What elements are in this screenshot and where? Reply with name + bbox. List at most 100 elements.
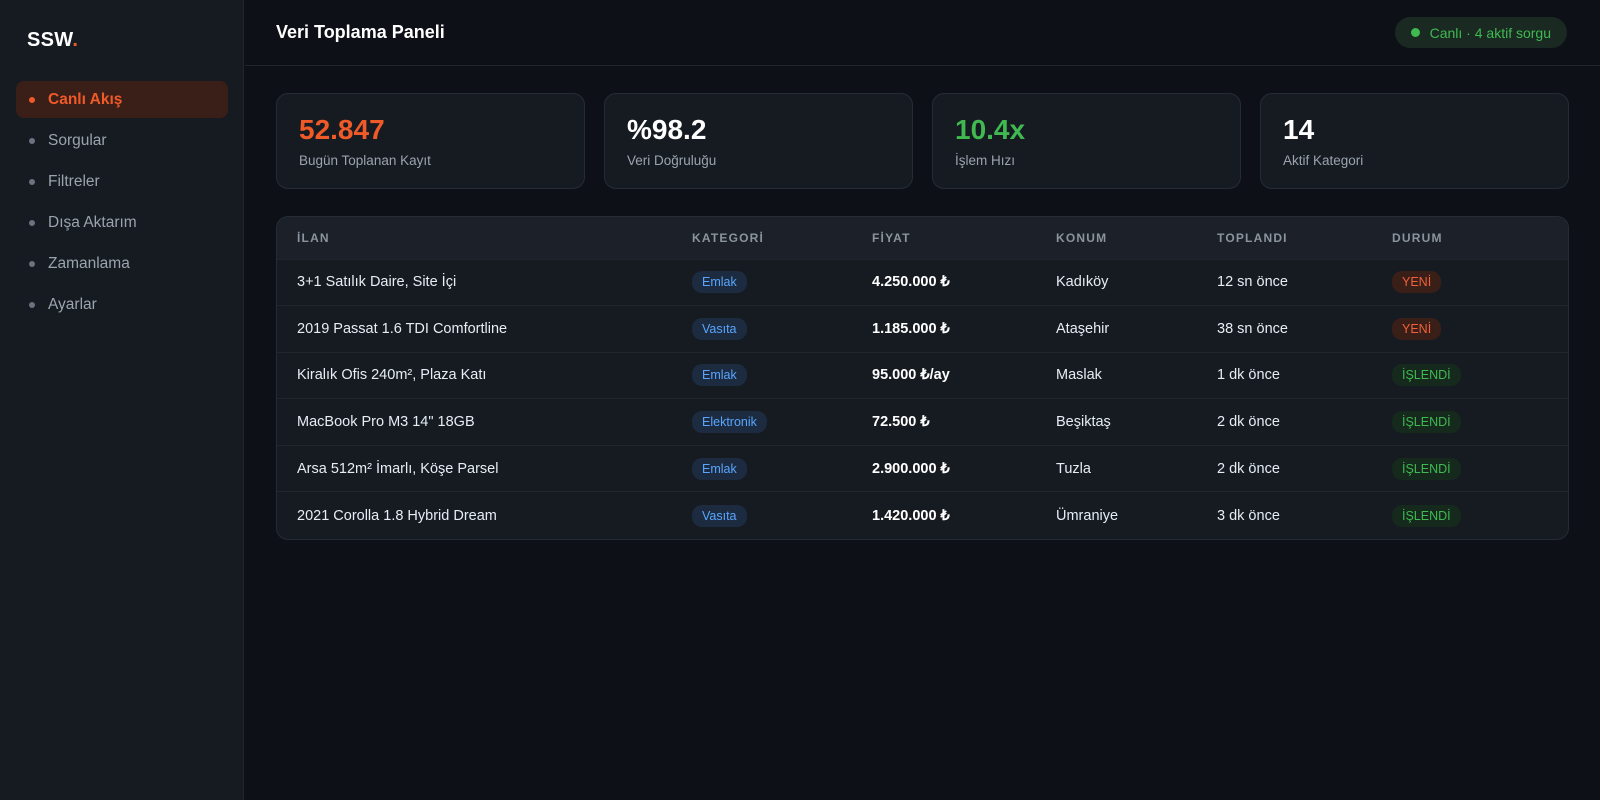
cell-title: 2019 Passat 1.6 TDI Comfortline [297,320,508,337]
stat-label: Veri Doğruluğu [627,153,717,168]
page-title: Veri Toplama Paneli [276,22,445,42]
column-header-toplandi[interactable]: TOPLANDI [1217,230,1288,245]
listings-table-card: İLAN KATEGORİ FİYAT KONUM TOPLANDI DURUM… [276,216,1569,540]
stat-value: 10.4x [955,114,1026,145]
bullet-icon [29,260,35,267]
cell-collected: 38 sn önce [1217,320,1288,337]
cell-location: Maslak [1056,367,1102,384]
cell-category: Emlak [672,352,852,399]
stat-value: 52.847 [299,114,385,145]
cell-collected: 1 dk önce [1217,367,1280,384]
sidebar-item-label: Dışa Aktarım [48,213,137,231]
category-badge: Emlak [692,364,747,387]
cell-status: İŞLENDİ [1372,445,1568,492]
column-header-kategori[interactable]: KATEGORİ [692,230,765,245]
cell-price: 1.420.000 ₺ [872,507,950,524]
bullet-icon [29,96,35,103]
cell-category: Emlak [672,259,852,306]
cell-location: Ümraniye [1056,507,1119,524]
cell-status: İŞLENDİ [1372,399,1568,446]
bullet-icon [29,301,35,308]
stats-row: 52.847 Bugün Toplanan Kayıt %98.2 Veri D… [276,93,1569,189]
cell-status: İŞLENDİ [1372,352,1568,399]
live-status-badge: Canlı · 4 aktif sorgu [1394,17,1567,48]
cell-status: İŞLENDİ [1372,492,1568,539]
sidebar-item-sorgular[interactable]: Sorgular [16,122,228,159]
cell-price: 4.250.000 ₺ [872,274,950,291]
column-header-fiyat[interactable]: FİYAT [872,230,911,245]
main-content: Veri Toplama Paneli Canlı · 4 aktif sorg… [245,0,1600,800]
stat-card-categories: 14 Aktif Kategori [1260,93,1569,189]
status-badge: İŞLENDİ [1392,411,1461,434]
cell-price: 1.185.000 ₺ [872,320,950,337]
status-badge: YENİ [1392,271,1442,294]
cell-title: 2021 Corolla 1.8 Hybrid Dream [297,507,497,524]
sidebar-item-zamanlama[interactable]: Zamanlama [16,245,228,282]
table-row[interactable]: 3+1 Satılık Daire, Site İçi Emlak 4.250.… [277,259,1568,306]
table-row[interactable]: 2019 Passat 1.6 TDI Comfortline Vasıta 1… [277,305,1568,353]
cell-title: MacBook Pro M3 14" 18GB [297,414,475,431]
sidebar-item-canli-akis[interactable]: Canlı Akış [16,81,228,118]
cell-category: Vasıta [672,492,852,539]
cell-location: Beşiktaş [1056,414,1111,431]
category-badge: Elektronik [692,411,767,434]
table-row[interactable]: MacBook Pro M3 14" 18GB Elektronik 72.50… [277,398,1568,446]
sidebar-item-label: Sorgular [48,131,107,149]
table-row[interactable]: 2021 Corolla 1.8 Hybrid Dream Vasıta 1.4… [277,491,1568,539]
category-badge: Emlak [692,457,747,480]
stat-label: Aktif Kategori [1283,153,1364,168]
sidebar-item-filtreler[interactable]: Filtreler [16,163,228,200]
stat-card-collected: 52.847 Bugün Toplanan Kayıt [276,93,585,189]
brand-dot: . [72,29,79,51]
live-status-text: Canlı · 4 aktif sorgu [1429,24,1551,41]
cell-title: Arsa 512m² İmarlı, Köşe Parsel [297,460,499,477]
bullet-icon [29,178,35,185]
sidebar-item-label: Filtreler [48,172,100,190]
cell-collected: 2 dk önce [1217,414,1280,431]
stat-card-speed: 10.4x İşlem Hızı [932,93,1241,189]
brand-logo[interactable]: SSW. [27,29,78,52]
cell-category: Vasıta [672,306,852,353]
cell-category: Emlak [672,445,852,492]
sidebar-item-ayarlar[interactable]: Ayarlar [16,286,228,323]
table-row[interactable]: Arsa 512m² İmarlı, Köşe Parsel Emlak 2.9… [277,445,1568,492]
bullet-icon [29,219,35,226]
sidebar-nav: Canlı Akış Sorgular Filtreler Dışa Aktar… [16,81,228,327]
column-header-durum[interactable]: DURUM [1392,230,1443,245]
status-badge: YENİ [1392,317,1442,340]
cell-location: Ataşehir [1056,320,1110,337]
column-header-konum[interactable]: KONUM [1056,230,1108,245]
top-bar: Veri Toplama Paneli Canlı · 4 aktif sorg… [245,0,1600,66]
cell-status: YENİ [1372,259,1568,306]
brand-name: SSW [27,29,73,51]
stat-card-accuracy: %98.2 Veri Doğruluğu [604,93,913,189]
cell-price: 95.000 ₺/ay [872,367,950,384]
cell-location: Tuzla [1056,460,1091,477]
sidebar: SSW. Canlı Akış Sorgular Filtreler Dışa … [0,0,244,800]
table-row[interactable]: Kiralık Ofis 240m², Plaza Katı Emlak 95.… [277,352,1568,399]
sidebar-item-label: Canlı Akış [48,90,123,108]
cell-title: Kiralık Ofis 240m², Plaza Katı [297,367,487,384]
stat-value: 14 [1283,114,1315,145]
listings-table: İLAN KATEGORİ FİYAT KONUM TOPLANDI DURUM… [277,217,1568,539]
live-dot-icon [1410,28,1420,37]
column-header-ilan[interactable]: İLAN [297,230,330,245]
category-badge: Vasıta [692,504,747,527]
cell-price: 72.500 ₺ [872,414,930,431]
sidebar-item-disa-aktarim[interactable]: Dışa Aktarım [16,204,228,241]
stat-value: %98.2 [627,114,707,145]
status-badge: İŞLENDİ [1392,457,1461,480]
status-badge: İŞLENDİ [1392,504,1461,527]
category-badge: Emlak [692,271,747,294]
stat-label: İşlem Hızı [955,153,1016,168]
cell-status: YENİ [1372,306,1568,353]
table-header-row: İLAN KATEGORİ FİYAT KONUM TOPLANDI DURUM [277,217,1568,259]
cell-collected: 12 sn önce [1217,274,1288,291]
status-badge: İŞLENDİ [1392,364,1461,387]
cell-collected: 2 dk önce [1217,460,1280,477]
cell-category: Elektronik [672,399,852,446]
cell-price: 2.900.000 ₺ [872,460,950,477]
category-badge: Vasıta [692,317,747,340]
cell-location: Kadıköy [1056,274,1109,291]
sidebar-item-label: Ayarlar [48,295,97,313]
